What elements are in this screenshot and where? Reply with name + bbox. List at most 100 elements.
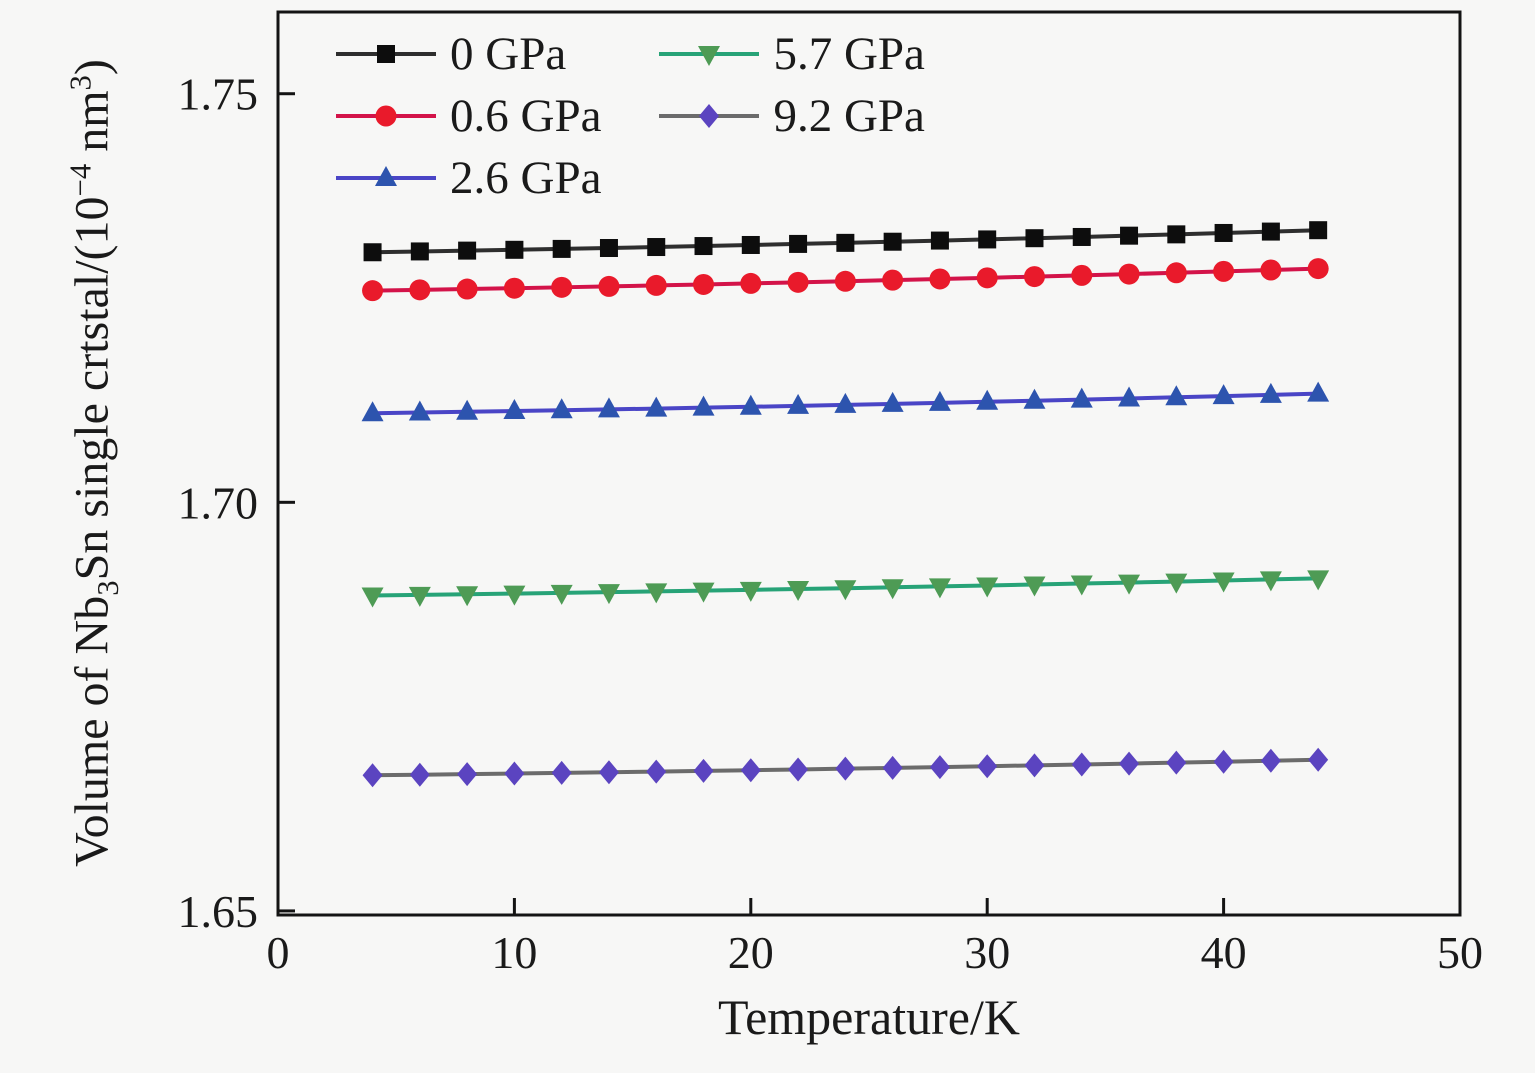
marker-5-7-gpa	[550, 584, 573, 605]
marker-0-6-gpa	[1307, 258, 1329, 280]
marker-5-7-gpa	[739, 581, 762, 602]
plot-frame	[276, 10, 1462, 917]
marker-2-6-gpa	[503, 399, 526, 420]
marker-2-6-gpa	[456, 399, 479, 420]
legend-marker-0-gpa	[377, 45, 395, 63]
marker-2-6-gpa	[645, 396, 668, 417]
y-tick-label: 1.75	[178, 69, 259, 120]
marker-5-7-gpa	[408, 586, 431, 607]
x-tick-label: 20	[728, 927, 774, 978]
marker-9-2-gpa	[1119, 751, 1140, 776]
legend-item-0-6-gpa: 0.6 GPa	[336, 86, 601, 146]
marker-0-gpa	[694, 237, 713, 256]
marker-9-2-gpa	[1071, 752, 1092, 777]
marker-0-gpa	[978, 230, 997, 249]
marker-5-7-gpa	[361, 587, 384, 608]
legend: 0 GPa 0.6 GPa 2.6 GPa 5.7 GPa 9.2 GPa	[336, 24, 925, 208]
marker-0-6-gpa	[929, 268, 951, 290]
marker-0-6-gpa	[740, 272, 762, 294]
marker-5-7-gpa	[834, 580, 857, 601]
marker-0-6-gpa	[1023, 266, 1045, 288]
marker-2-6-gpa	[692, 395, 715, 416]
marker-2-6-gpa	[739, 394, 762, 415]
marker-2-6-gpa	[976, 389, 999, 410]
marker-0-6-gpa	[551, 276, 573, 298]
y-axis-title-segment: )	[65, 59, 119, 76]
x-tick-label: 10	[491, 927, 537, 978]
marker-5-7-gpa	[645, 583, 668, 604]
marker-9-2-gpa	[409, 762, 430, 787]
marker-0-gpa	[1261, 222, 1280, 241]
marker-0-gpa	[741, 235, 760, 254]
marker-0-6-gpa	[362, 280, 384, 302]
marker-0-6-gpa	[1213, 260, 1235, 282]
marker-0-6-gpa	[456, 278, 478, 300]
marker-2-6-gpa	[881, 391, 904, 412]
y-tick-label: 1.70	[178, 477, 259, 528]
marker-9-2-gpa	[551, 760, 572, 785]
legend-swatch-0-6-gpa	[336, 105, 436, 127]
x-tick-label: 30	[964, 927, 1010, 978]
marker-9-2-gpa	[646, 759, 667, 784]
x-axis-title: Temperature/K	[718, 989, 1020, 1045]
marker-9-2-gpa	[1308, 747, 1329, 772]
marker-2-6-gpa	[834, 392, 857, 413]
legend-swatch-0-gpa	[336, 45, 436, 63]
x-tick-label: 40	[1201, 927, 1247, 978]
y-axis-title-segment: Sn single crtstal/(10	[65, 196, 119, 581]
marker-2-6-gpa	[1307, 381, 1330, 402]
marker-5-7-gpa	[1259, 571, 1282, 592]
marker-9-2-gpa	[788, 757, 809, 782]
marker-0-gpa	[930, 231, 949, 250]
marker-0-6-gpa	[645, 274, 667, 296]
marker-9-2-gpa	[362, 763, 383, 788]
legend-swatch-2-6-gpa	[336, 166, 436, 186]
marker-9-2-gpa	[882, 755, 903, 780]
legend-marker-9-2-gpa	[699, 104, 720, 128]
legend-marker-2-6-gpa	[375, 166, 397, 186]
legend-label-5-7-gpa: 5.7 GPa	[773, 28, 925, 80]
marker-0-6-gpa	[882, 269, 904, 291]
marker-2-6-gpa	[1259, 382, 1282, 403]
marker-9-2-gpa	[504, 761, 525, 786]
legend-marker-0-6-gpa	[375, 105, 397, 127]
marker-9-2-gpa	[457, 762, 478, 787]
marker-0-gpa	[458, 241, 477, 260]
marker-0-gpa	[647, 238, 666, 257]
marker-5-7-gpa	[1165, 573, 1188, 594]
marker-9-2-gpa	[835, 756, 856, 781]
legend-swatch-5-7-gpa	[659, 46, 760, 66]
marker-9-2-gpa	[740, 758, 761, 783]
marker-0-gpa	[1025, 229, 1044, 248]
marker-9-2-gpa	[977, 754, 998, 779]
marker-9-2-gpa	[1260, 748, 1281, 773]
marker-9-2-gpa	[1166, 750, 1187, 775]
marker-0-gpa	[410, 242, 429, 261]
marker-2-6-gpa	[597, 397, 620, 418]
marker-9-2-gpa	[1213, 749, 1234, 774]
y-axis-title: Volume of Nb3Sn single crtstal/(10−4 nm3…	[63, 59, 126, 867]
marker-0-gpa	[1072, 227, 1091, 246]
marker-0-gpa	[1309, 221, 1328, 240]
x-tick-label: 0	[267, 927, 290, 978]
marker-5-7-gpa	[597, 584, 620, 605]
marker-0-gpa	[552, 239, 571, 258]
marker-0-6-gpa	[1071, 264, 1093, 286]
marker-9-2-gpa	[929, 755, 950, 780]
marker-0-gpa	[1120, 226, 1139, 245]
marker-5-7-gpa	[456, 586, 479, 607]
marker-5-7-gpa	[1023, 576, 1046, 597]
legend-label-0-6-gpa: 0.6 GPa	[450, 90, 602, 142]
y-axis-title-segment: −4	[63, 163, 98, 197]
marker-2-6-gpa	[928, 390, 951, 411]
marker-0-gpa	[599, 239, 618, 258]
marker-2-6-gpa	[1212, 384, 1235, 405]
legend-label-9-2-gpa: 9.2 GPa	[773, 90, 925, 142]
marker-2-6-gpa	[787, 393, 810, 414]
marker-2-6-gpa	[1070, 387, 1093, 408]
marker-0-6-gpa	[976, 267, 998, 289]
marker-0-gpa	[505, 240, 524, 259]
marker-0-gpa	[1214, 223, 1233, 242]
